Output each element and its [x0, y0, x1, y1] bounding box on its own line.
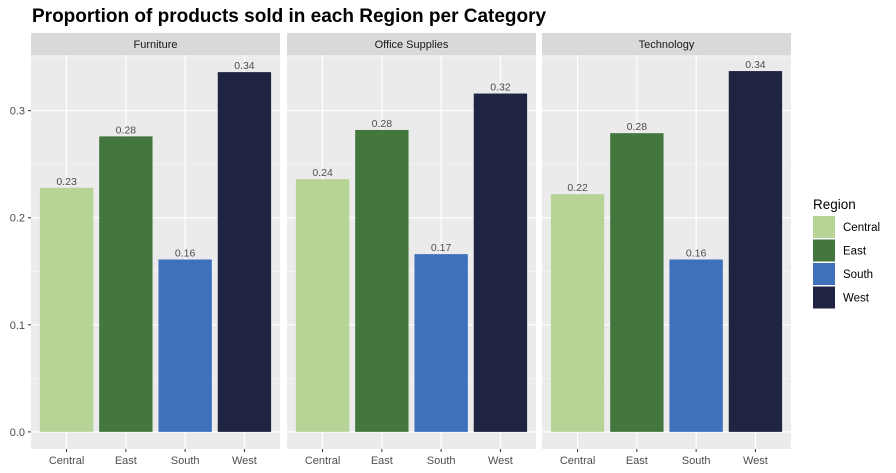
- bar-value-label: 0.17: [431, 242, 452, 254]
- x-tick-label: West: [743, 455, 768, 467]
- legend-label: East: [843, 246, 867, 258]
- x-tick-label: East: [371, 455, 393, 467]
- bar-value-label: 0.34: [745, 59, 766, 71]
- facet-strip: [287, 33, 536, 55]
- bar-value-label: 0.28: [116, 124, 137, 136]
- bar-value-label: 0.34: [234, 60, 255, 72]
- bar-west: [728, 71, 783, 432]
- bar-central: [550, 194, 605, 432]
- facet-panel-3: Technology 0.22 Central 0.28 East 0.16 South 0.…: [542, 33, 791, 467]
- facet-strip-label: Technology: [639, 39, 695, 51]
- facet-strip-label: Furniture: [133, 39, 177, 51]
- y-tick-label: 0.3: [10, 106, 25, 118]
- y-axis: 0.0 0.1 0.2 0.3: [10, 106, 31, 439]
- legend-key-south: [813, 263, 835, 285]
- bar-value-label: 0.16: [686, 247, 707, 259]
- facet-strip: [542, 33, 791, 55]
- y-tick-label: 0.2: [10, 213, 25, 225]
- bar-central: [295, 179, 350, 432]
- facet-strip: [31, 33, 280, 55]
- facet-panels: Furniture 0.23 Central 0.28 East 0.16 South 0.3…: [31, 33, 791, 467]
- x-tick-label: East: [115, 455, 137, 467]
- legend: Region Central East South West: [813, 197, 880, 309]
- bar-value-label: 0.28: [627, 121, 648, 133]
- y-tick-label: 0.1: [10, 320, 25, 332]
- x-tick-label: Central: [49, 455, 84, 467]
- bar-east: [99, 136, 153, 432]
- facet-panel-1: Furniture 0.23 Central 0.28 East 0.16 South 0.3…: [31, 33, 280, 467]
- bar-value-label: 0.22: [567, 182, 588, 194]
- bar-value-label: 0.32: [490, 82, 511, 94]
- x-tick-label: West: [232, 455, 257, 467]
- chart-title: Proportion of products sold in each Regi…: [32, 6, 547, 27]
- x-tick-label: Central: [305, 455, 340, 467]
- legend-label: West: [843, 293, 870, 305]
- bar-south: [414, 254, 468, 432]
- bar-central: [39, 187, 94, 432]
- x-tick-label: South: [171, 455, 200, 467]
- bar-east: [355, 129, 409, 432]
- y-tick-label: 0.0: [10, 427, 25, 439]
- bar-east: [610, 133, 664, 432]
- bar-value-label: 0.23: [56, 176, 77, 188]
- x-tick-label: West: [488, 455, 513, 467]
- bar-south: [158, 259, 212, 432]
- facet-panel-2: Office Supplies 0.24 Central 0.28 East 0.17 So…: [287, 33, 536, 467]
- bar-south: [669, 259, 723, 432]
- legend-title: Region: [813, 197, 856, 212]
- bar-value-label: 0.24: [312, 167, 333, 179]
- x-tick-label: Central: [560, 455, 595, 467]
- legend-key-east: [813, 239, 835, 262]
- legend-label: Central: [843, 222, 880, 234]
- bar-west: [473, 93, 528, 432]
- x-tick-label: South: [682, 455, 711, 467]
- bar-value-label: 0.28: [372, 118, 393, 130]
- legend-key-west: [813, 286, 835, 309]
- legend-key-central: [813, 216, 835, 238]
- facet-strip-label: Office Supplies: [375, 39, 449, 51]
- x-tick-label: South: [427, 455, 456, 467]
- x-tick-label: East: [626, 455, 648, 467]
- bar-value-label: 0.16: [175, 247, 196, 259]
- bar-west: [217, 72, 272, 432]
- legend-label: South: [843, 269, 873, 281]
